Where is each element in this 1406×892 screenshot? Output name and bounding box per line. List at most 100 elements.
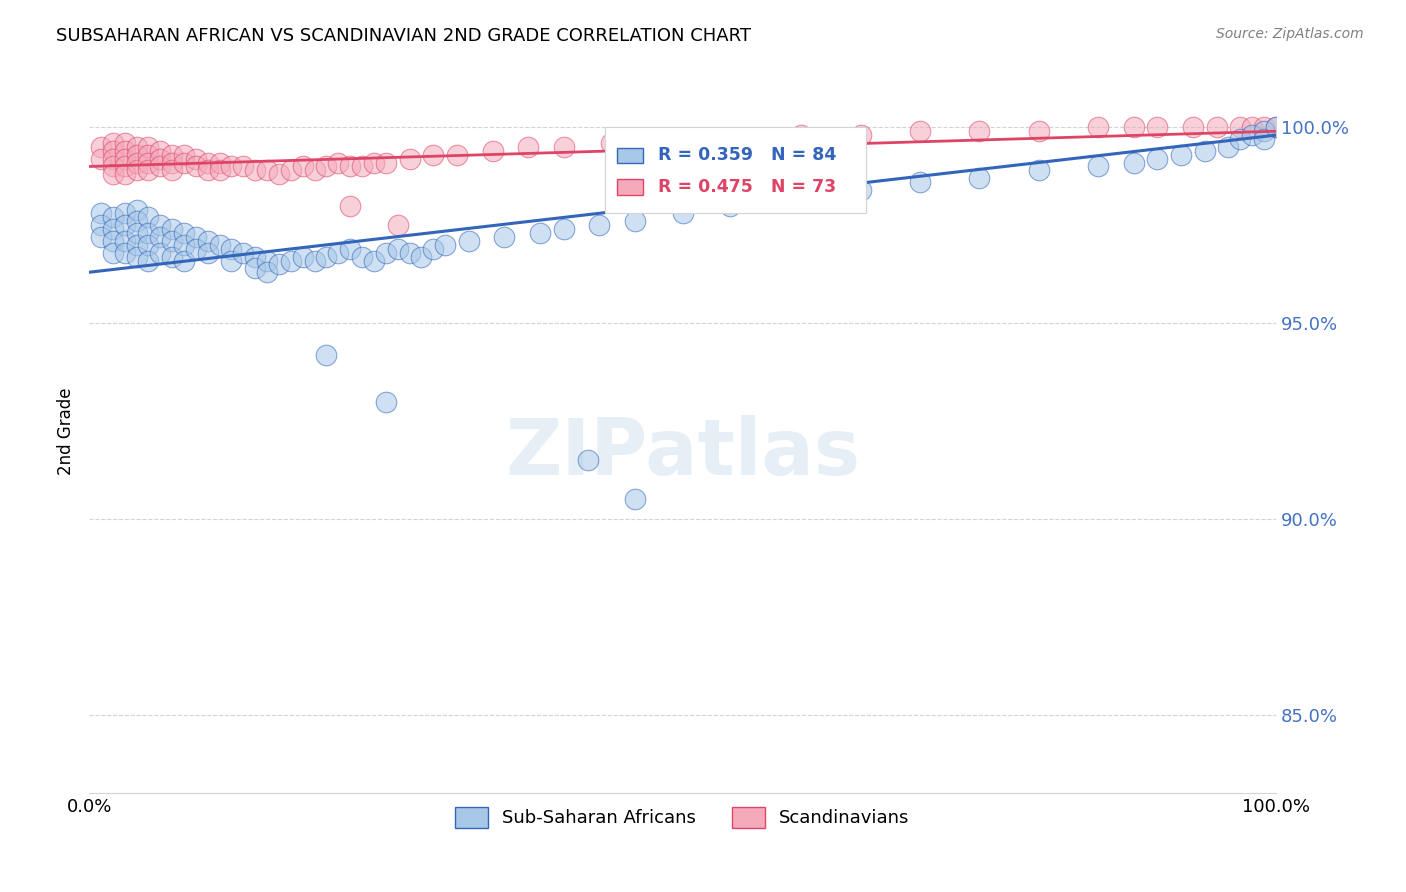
Point <box>173 155 195 169</box>
Point <box>125 147 148 161</box>
Point <box>138 140 160 154</box>
Point <box>245 261 267 276</box>
Point <box>197 155 219 169</box>
Point <box>125 250 148 264</box>
Point <box>114 206 136 220</box>
Point <box>125 237 148 252</box>
Point <box>125 226 148 240</box>
Point <box>624 492 647 507</box>
Point <box>387 242 409 256</box>
Point <box>149 230 172 244</box>
Point <box>173 147 195 161</box>
Point <box>339 242 361 256</box>
Point <box>1253 124 1275 138</box>
FancyBboxPatch shape <box>606 127 866 213</box>
Point <box>1229 120 1251 135</box>
Point <box>197 245 219 260</box>
Point <box>328 155 350 169</box>
Point <box>352 160 374 174</box>
Point <box>125 140 148 154</box>
Point <box>101 167 124 181</box>
Point <box>494 230 516 244</box>
Point <box>1253 132 1275 146</box>
Point <box>718 199 741 213</box>
Point <box>160 155 183 169</box>
Point <box>101 245 124 260</box>
Point <box>280 163 302 178</box>
Point <box>101 136 124 150</box>
Point <box>101 234 124 248</box>
Point <box>790 128 813 142</box>
Point <box>256 253 278 268</box>
Point <box>576 453 599 467</box>
Point <box>149 152 172 166</box>
Text: Source: ZipAtlas.com: Source: ZipAtlas.com <box>1216 27 1364 41</box>
Point <box>1122 120 1144 135</box>
Point <box>114 152 136 166</box>
Point <box>398 245 420 260</box>
Point <box>529 226 551 240</box>
Point <box>101 211 124 225</box>
Point <box>363 155 385 169</box>
Point <box>149 245 172 260</box>
Point <box>731 132 754 146</box>
Point <box>1028 163 1050 178</box>
Point <box>315 160 337 174</box>
Y-axis label: 2nd Grade: 2nd Grade <box>58 387 75 475</box>
Point <box>908 175 931 189</box>
Point <box>374 245 396 260</box>
Point <box>671 206 693 220</box>
Point <box>908 124 931 138</box>
Point <box>208 237 231 252</box>
Point <box>114 219 136 233</box>
Point <box>138 147 160 161</box>
Point <box>1122 155 1144 169</box>
Point <box>339 199 361 213</box>
Point <box>221 242 243 256</box>
Point <box>1218 140 1240 154</box>
Point <box>1087 160 1109 174</box>
Point <box>304 253 326 268</box>
Point <box>208 155 231 169</box>
Point <box>173 226 195 240</box>
Point <box>160 234 183 248</box>
Text: R = 0.475   N = 73: R = 0.475 N = 73 <box>658 178 835 195</box>
Point <box>184 152 207 166</box>
Point <box>114 160 136 174</box>
Point <box>517 140 540 154</box>
Point <box>149 144 172 158</box>
Point <box>1146 152 1168 166</box>
Point <box>138 237 160 252</box>
Point <box>101 160 124 174</box>
Point <box>849 183 872 197</box>
Point <box>149 219 172 233</box>
Point <box>422 242 444 256</box>
Point <box>221 253 243 268</box>
Point <box>1265 120 1288 135</box>
Point <box>90 152 112 166</box>
Bar <box>617 178 644 194</box>
Point <box>446 147 468 161</box>
Point <box>352 250 374 264</box>
Point <box>849 128 872 142</box>
Point <box>114 245 136 260</box>
Point <box>90 206 112 220</box>
Point <box>1028 124 1050 138</box>
Point <box>967 124 990 138</box>
Point <box>267 167 290 181</box>
Point <box>280 253 302 268</box>
Point <box>304 163 326 178</box>
Point <box>232 160 254 174</box>
Point <box>101 152 124 166</box>
Point <box>184 160 207 174</box>
Point <box>339 160 361 174</box>
Point <box>138 226 160 240</box>
Point <box>291 160 314 174</box>
Point <box>114 167 136 181</box>
Point <box>125 214 148 228</box>
Point <box>160 147 183 161</box>
Point <box>160 250 183 264</box>
Point <box>138 211 160 225</box>
Point <box>315 250 337 264</box>
Point <box>90 230 112 244</box>
